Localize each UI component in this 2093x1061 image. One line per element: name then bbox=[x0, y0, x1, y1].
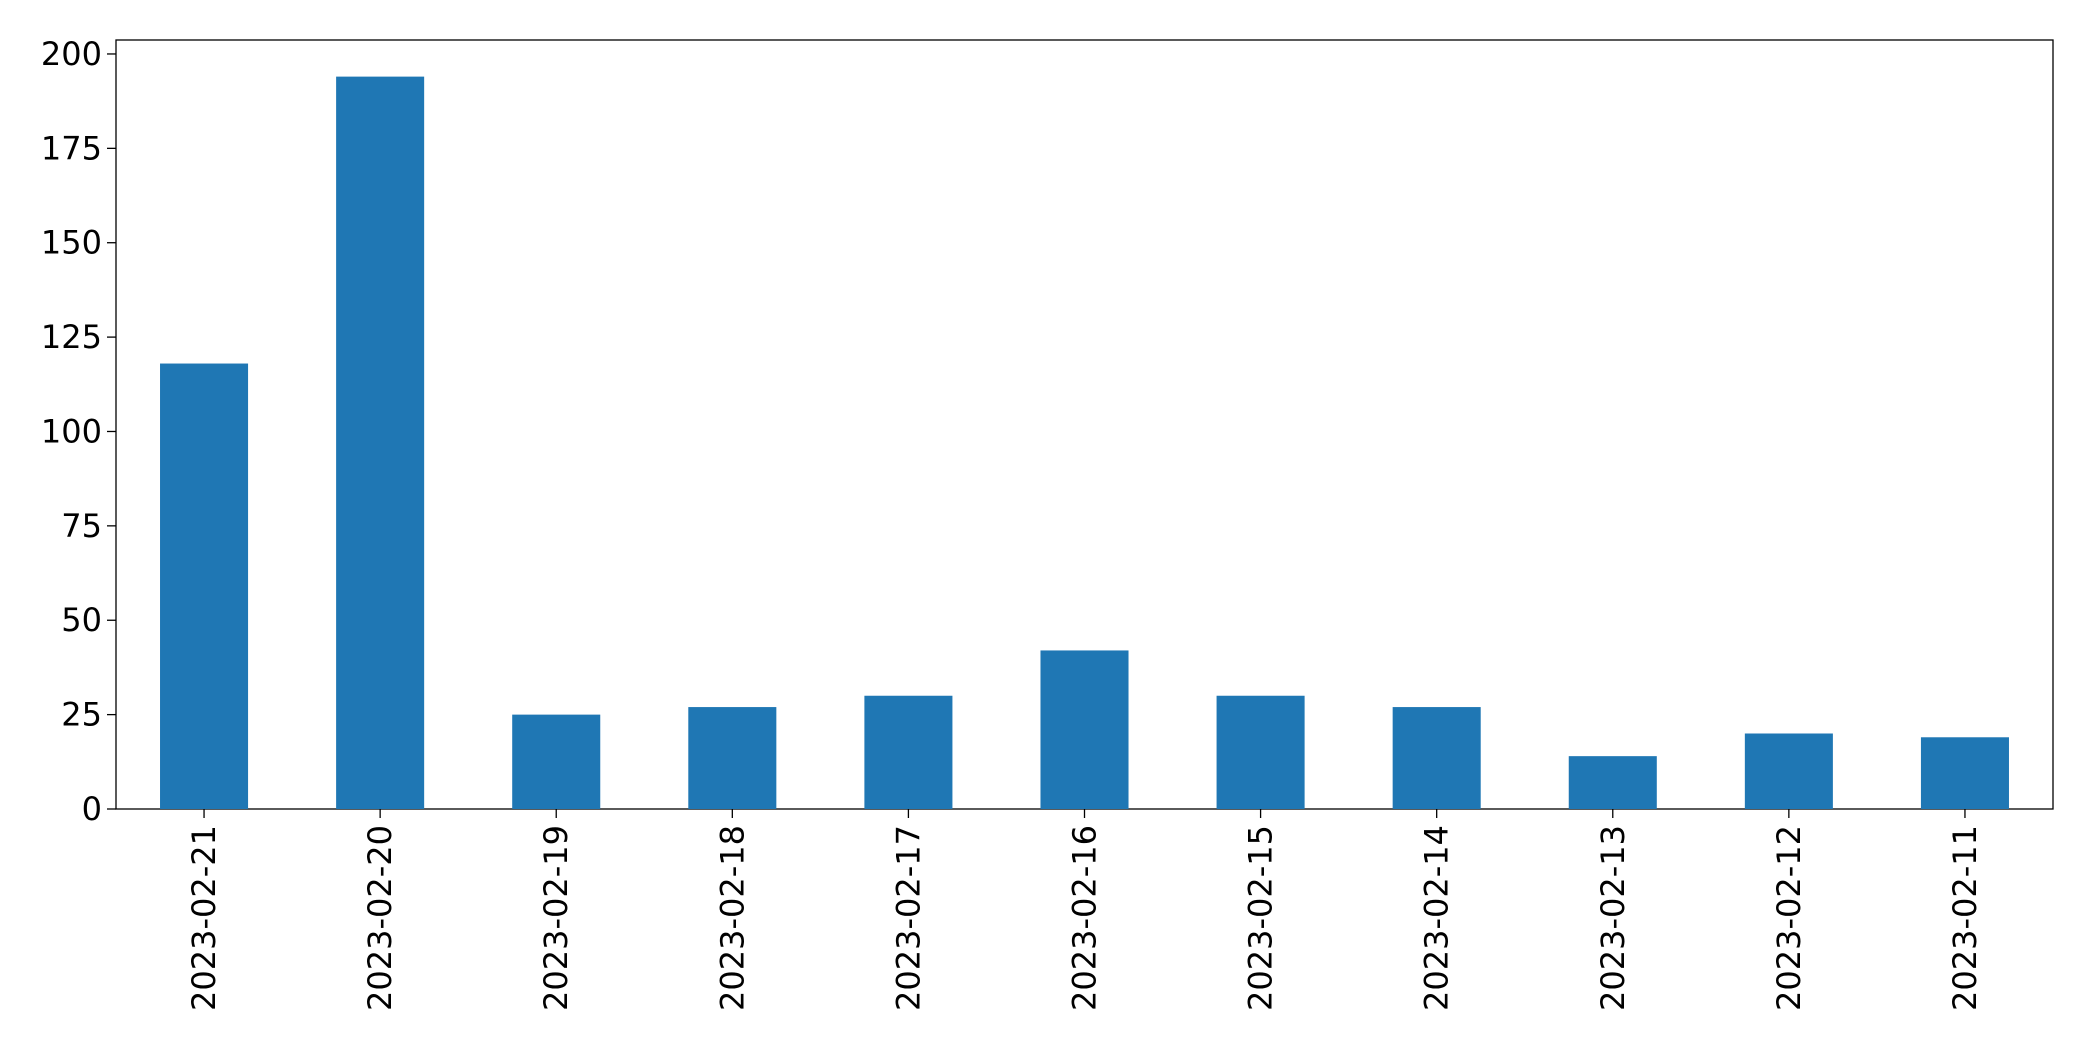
x-tick-label: 2023-02-21 bbox=[185, 825, 223, 1011]
y-tick-label: 175 bbox=[41, 129, 102, 167]
y-tick-label: 0 bbox=[82, 790, 102, 828]
x-tick-label: 2023-02-15 bbox=[1242, 825, 1280, 1011]
bar bbox=[512, 714, 601, 809]
y-tick-label: 25 bbox=[61, 696, 102, 734]
y-tick-label: 200 bbox=[41, 35, 102, 73]
x-tick-label: 2023-02-18 bbox=[713, 825, 751, 1011]
x-tick-label: 2023-02-14 bbox=[1418, 825, 1456, 1011]
bar bbox=[1920, 737, 2009, 809]
y-tick-label: 100 bbox=[41, 412, 102, 450]
x-tick-label: 2023-02-19 bbox=[537, 825, 575, 1011]
bar bbox=[1744, 733, 1833, 809]
bar bbox=[864, 695, 953, 809]
x-tick-label: 2023-02-17 bbox=[889, 825, 927, 1011]
x-tick-label: 2023-02-20 bbox=[361, 825, 399, 1011]
bar bbox=[688, 707, 777, 809]
y-tick-label: 125 bbox=[41, 318, 102, 356]
bar bbox=[160, 363, 249, 809]
bar bbox=[336, 76, 425, 810]
x-tick-label: 2023-02-16 bbox=[1066, 825, 1104, 1011]
bar bbox=[1568, 756, 1657, 809]
bar bbox=[1216, 695, 1305, 809]
x-tick-label: 2023-02-13 bbox=[1594, 825, 1632, 1011]
bar bbox=[1392, 707, 1481, 809]
bar bbox=[1040, 650, 1129, 809]
x-tick-label: 2023-02-11 bbox=[1946, 825, 1984, 1011]
y-tick-label: 50 bbox=[61, 601, 102, 639]
y-tick-label: 75 bbox=[61, 507, 102, 545]
x-tick-label: 2023-02-12 bbox=[1770, 825, 1808, 1011]
y-tick-label: 150 bbox=[41, 224, 102, 262]
